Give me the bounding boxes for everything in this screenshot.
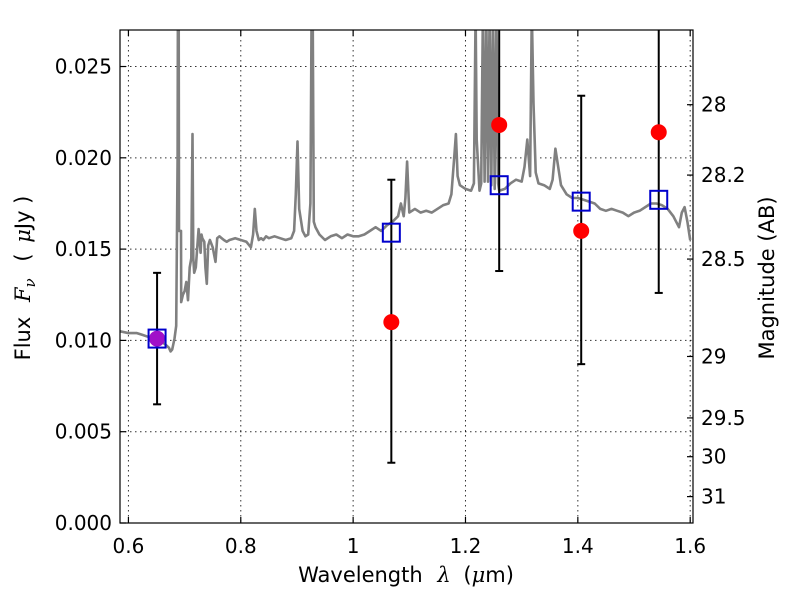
y-axis-label: Flux Fν ( μJy ) bbox=[11, 196, 40, 361]
y2-tick-label: 28.2 bbox=[701, 163, 746, 187]
y2-tick-label: 28 bbox=[701, 93, 726, 117]
observed-flux-point bbox=[650, 124, 667, 141]
model-photometry-square bbox=[649, 189, 669, 210]
model-photometry-square bbox=[489, 175, 509, 196]
y2-tick-label: 31 bbox=[701, 485, 726, 509]
x-tick-label: 0.6 bbox=[113, 534, 145, 558]
plot-frame bbox=[119, 29, 694, 524]
model-photometry-square bbox=[571, 191, 591, 212]
data-points bbox=[147, 116, 669, 349]
axis-ticks: 0.6 0.8 1 1.2 1.4 1.6 0.000 0.005 0.010 0.015 0.02… bbox=[55, 30, 746, 558]
x-tick-label: 1.2 bbox=[450, 534, 482, 558]
observed-flux-point bbox=[149, 330, 166, 347]
y2-tick-label: 29.5 bbox=[701, 406, 746, 430]
y2-tick-label: 30 bbox=[701, 445, 726, 469]
y-tick-label: 0.025 bbox=[55, 55, 112, 79]
y2-tick-label: 28.5 bbox=[701, 247, 746, 271]
x-tick-label: 0.8 bbox=[225, 534, 257, 558]
x-tick-label: 1.4 bbox=[562, 534, 594, 558]
model-photometry-square bbox=[147, 328, 167, 349]
y-tick-label: 0.020 bbox=[55, 146, 112, 170]
x-axis-label: Wavelength λ (μm) bbox=[298, 563, 514, 587]
y-tick-label: 0.015 bbox=[55, 237, 112, 261]
y2-tick-label: 29 bbox=[701, 344, 726, 368]
y-tick-label: 0.000 bbox=[55, 511, 112, 535]
y2-axis-label: Magnitude (AB) bbox=[755, 196, 779, 359]
plot-area bbox=[120, 30, 692, 464]
observed-flux-point bbox=[383, 314, 400, 331]
x-tick-label: 1 bbox=[347, 534, 360, 558]
observed-flux-point bbox=[573, 222, 590, 239]
y-tick-label: 0.005 bbox=[55, 420, 112, 444]
model-spectrum-line bbox=[120, 30, 692, 353]
x-tick-label: 1.6 bbox=[674, 534, 706, 558]
observed-flux-point bbox=[491, 116, 508, 133]
model-photometry-square bbox=[381, 222, 401, 243]
y-tick-label: 0.010 bbox=[55, 328, 112, 352]
